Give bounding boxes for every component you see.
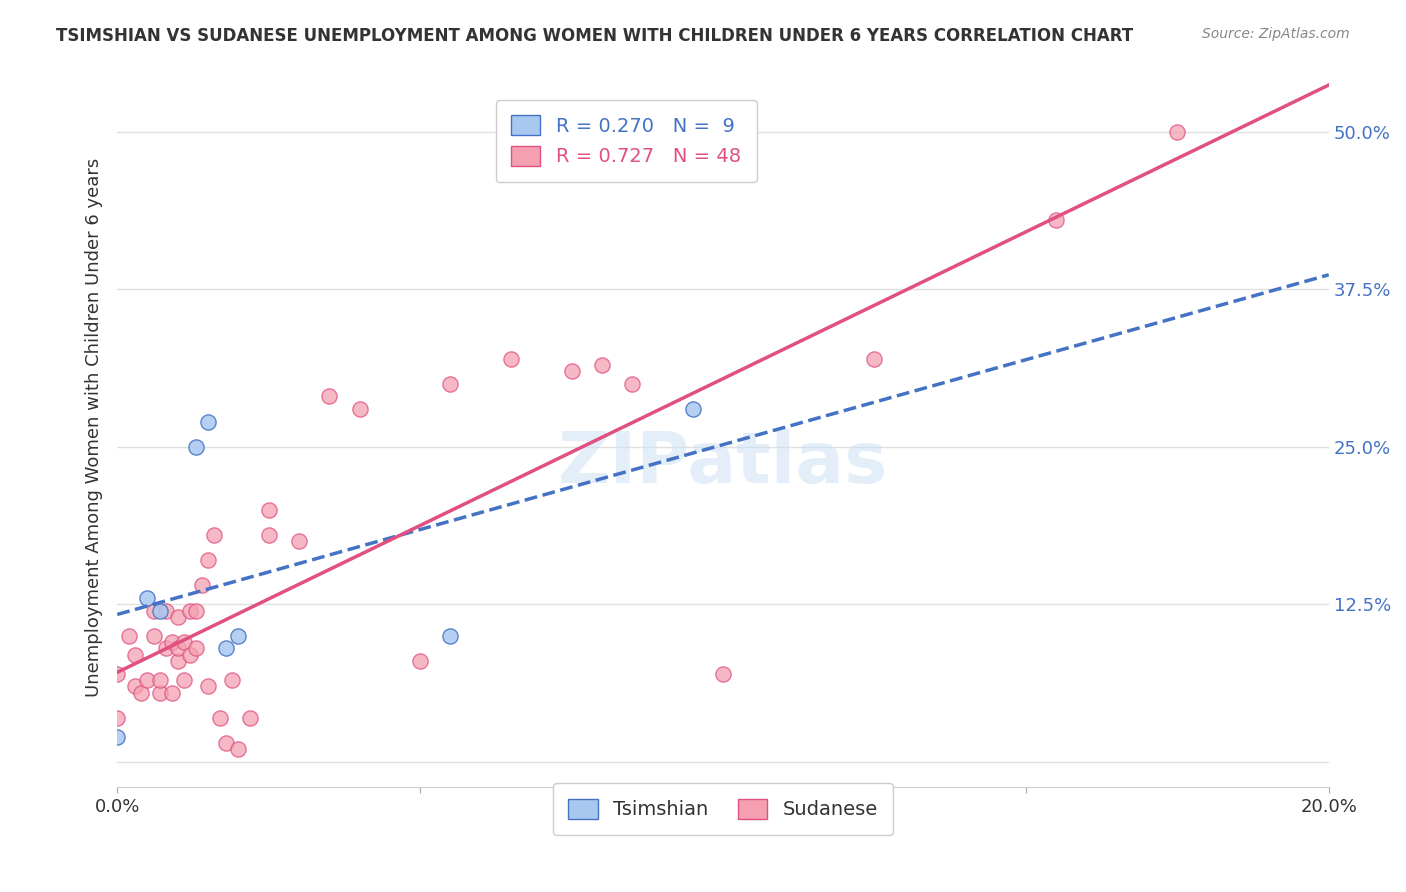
Point xyxy=(621,376,644,391)
Point xyxy=(179,648,201,662)
Point xyxy=(209,711,232,725)
Point xyxy=(166,654,188,668)
Point xyxy=(155,641,177,656)
Point xyxy=(863,351,886,366)
Y-axis label: Unemployment Among Women with Children Under 6 years: Unemployment Among Women with Children U… xyxy=(86,158,103,698)
Point xyxy=(160,685,183,699)
Point xyxy=(1166,124,1188,138)
Point xyxy=(184,641,207,656)
Point xyxy=(124,679,146,693)
Point xyxy=(149,604,172,618)
Point xyxy=(149,673,172,687)
Point xyxy=(239,711,262,725)
Point xyxy=(197,553,219,567)
Point xyxy=(184,604,207,618)
Point xyxy=(105,711,128,725)
Point xyxy=(439,629,461,643)
Point xyxy=(409,654,432,668)
Text: ZIPatlas: ZIPatlas xyxy=(558,429,889,499)
Point xyxy=(257,503,280,517)
Point xyxy=(682,401,704,416)
Point xyxy=(118,629,141,643)
Point xyxy=(288,534,311,549)
Text: TSIMSHIAN VS SUDANESE UNEMPLOYMENT AMONG WOMEN WITH CHILDREN UNDER 6 YEARS CORRE: TSIMSHIAN VS SUDANESE UNEMPLOYMENT AMONG… xyxy=(56,27,1133,45)
Point xyxy=(191,578,214,592)
Point xyxy=(136,591,159,605)
Text: Source: ZipAtlas.com: Source: ZipAtlas.com xyxy=(1202,27,1350,41)
Point xyxy=(228,629,250,643)
Point xyxy=(197,679,219,693)
Point xyxy=(591,358,613,372)
Point xyxy=(166,610,188,624)
Point xyxy=(318,389,340,403)
Point xyxy=(142,629,165,643)
Point xyxy=(149,685,172,699)
Point xyxy=(215,641,238,656)
Point xyxy=(173,635,195,649)
Point xyxy=(257,528,280,542)
Point xyxy=(142,604,165,618)
Point xyxy=(215,736,238,750)
Point xyxy=(197,415,219,429)
Point xyxy=(711,666,734,681)
Point xyxy=(105,730,128,744)
Point xyxy=(166,641,188,656)
Point xyxy=(349,401,371,416)
Point xyxy=(560,364,582,378)
Point xyxy=(499,351,522,366)
Point xyxy=(221,673,243,687)
Point xyxy=(136,673,159,687)
Point xyxy=(202,528,225,542)
Point xyxy=(184,440,207,454)
Point xyxy=(124,648,146,662)
Point xyxy=(131,685,153,699)
Point xyxy=(179,604,201,618)
Point xyxy=(173,673,195,687)
Point xyxy=(105,666,128,681)
Point xyxy=(160,635,183,649)
Point xyxy=(1045,212,1067,227)
Point xyxy=(228,742,250,756)
Point xyxy=(439,376,461,391)
Point xyxy=(155,604,177,618)
Legend: Tsimshian, Sudanese: Tsimshian, Sudanese xyxy=(553,783,893,835)
